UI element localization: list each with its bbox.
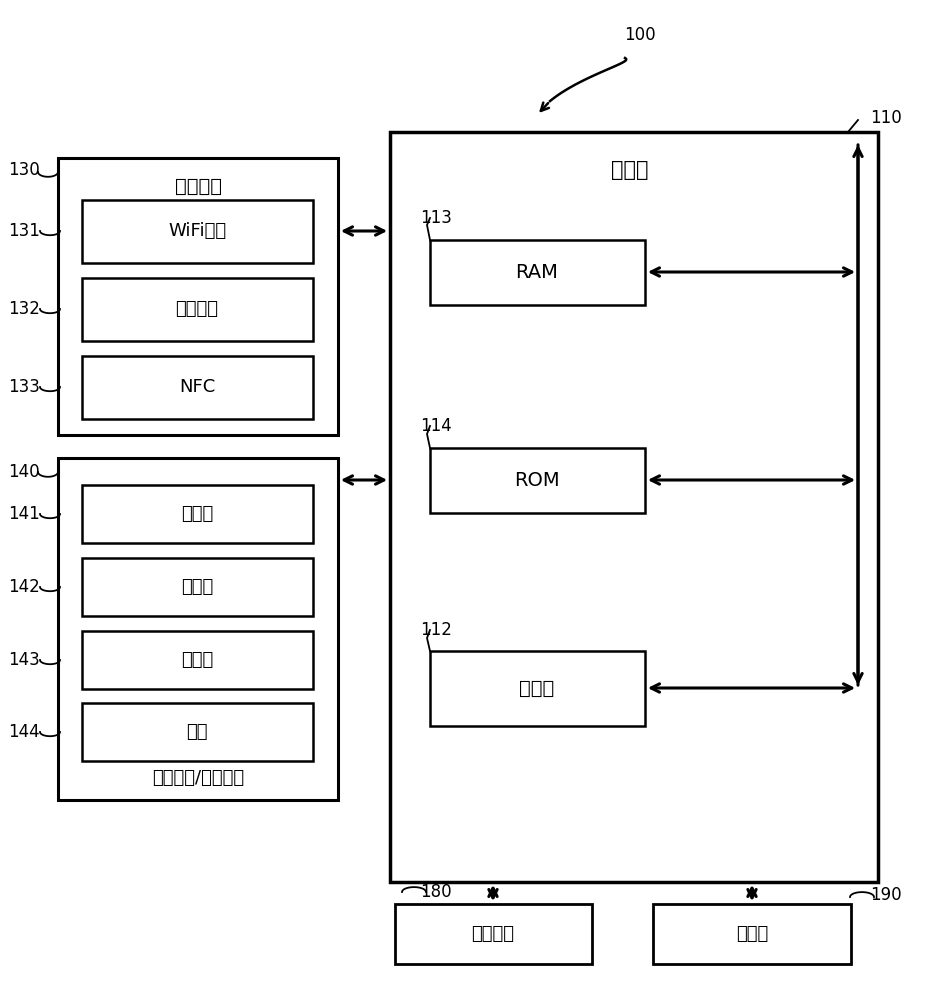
Text: 190: 190 (870, 886, 901, 904)
Bar (58, 158, 338, 435)
Text: 142: 142 (8, 578, 40, 596)
Text: 通信接口: 通信接口 (175, 176, 222, 196)
Text: 按键: 按键 (186, 723, 208, 741)
Text: RAM: RAM (515, 262, 558, 282)
Text: 112: 112 (420, 621, 452, 639)
Text: 蓝牙模块: 蓝牙模块 (176, 300, 219, 318)
Text: 110: 110 (870, 109, 901, 127)
Text: 触摸板: 触摸板 (180, 578, 213, 596)
Bar (82, 631, 313, 689)
Bar (58, 458, 338, 800)
Bar (430, 448, 645, 513)
Bar (82, 278, 313, 341)
Text: 供电电源: 供电电源 (471, 925, 514, 943)
Text: 141: 141 (8, 505, 40, 523)
Text: 114: 114 (420, 417, 452, 435)
Text: 180: 180 (420, 883, 452, 901)
Text: 100: 100 (625, 26, 655, 44)
Bar (82, 558, 313, 616)
Bar (653, 904, 851, 964)
Bar (82, 356, 313, 419)
Bar (82, 703, 313, 761)
Text: 130: 130 (8, 161, 40, 179)
Bar (430, 240, 645, 305)
Bar (395, 904, 592, 964)
Text: 113: 113 (420, 209, 452, 227)
Text: ROM: ROM (514, 471, 560, 489)
Text: 132: 132 (8, 300, 40, 318)
Text: 麦克风: 麦克风 (180, 505, 213, 523)
Text: WiFi芯片: WiFi芯片 (168, 222, 226, 240)
Text: NFC: NFC (179, 378, 215, 396)
Bar (82, 200, 313, 263)
Text: 用户输入/输出接口: 用户输入/输出接口 (151, 769, 244, 787)
Bar (430, 651, 645, 726)
Text: 传感器: 传感器 (180, 651, 213, 669)
Bar (82, 485, 313, 543)
Text: 处理器: 处理器 (519, 678, 554, 698)
Text: 控制器: 控制器 (611, 160, 649, 180)
Text: 144: 144 (8, 723, 40, 741)
Text: 140: 140 (8, 463, 40, 481)
Text: 存储器: 存储器 (736, 925, 769, 943)
Bar (390, 132, 878, 882)
Text: 131: 131 (8, 222, 40, 240)
Text: 133: 133 (8, 378, 40, 396)
Text: 143: 143 (8, 651, 40, 669)
